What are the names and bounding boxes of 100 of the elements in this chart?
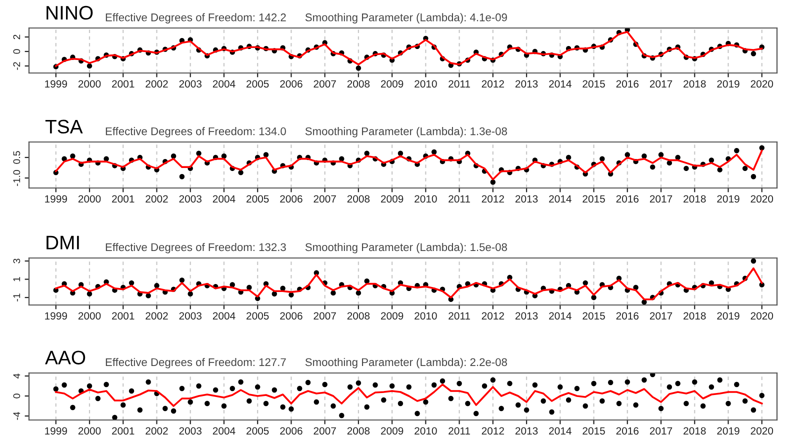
chart-subtitle: Effective Degrees of Freedom: 127.7 Smoothing Parameter (Lambda): 2.2e-08	[106, 358, 507, 368]
x-tick-label: 2001	[112, 195, 134, 203]
x-tick-label: 2016	[616, 195, 639, 203]
x-tick-label: 2013	[515, 427, 538, 435]
x-tick-label: 2006	[280, 427, 302, 435]
x-tick-label: 2005	[246, 195, 269, 203]
x-tick-label: 2002	[146, 195, 168, 203]
x-tick-label: 2019	[717, 427, 740, 435]
x-tick-label: 2001	[112, 427, 134, 435]
x-tick-label: 2011	[448, 312, 470, 320]
x-tick-label: 2020	[750, 312, 774, 320]
y-tick-label: -1.0	[13, 170, 20, 186]
x-tick-label: 2018	[684, 195, 706, 203]
x-tick-label: 2016	[616, 80, 639, 88]
x-tick-label: 2010	[414, 80, 437, 88]
x-tick-label: 2001	[112, 312, 134, 320]
x-tick-label: 2020	[750, 427, 774, 435]
x-tick-label: 2004	[212, 312, 236, 320]
x-tick-label: 2002	[146, 427, 168, 435]
x-tick-label: 2004	[212, 195, 236, 203]
x-tick-label: 2015	[582, 195, 605, 203]
x-tick-label: 2015	[582, 427, 605, 435]
x-tick-label: 2003	[179, 427, 202, 435]
y-tick-label: 4	[13, 374, 20, 378]
x-tick-label: 2000	[78, 195, 101, 203]
y-tick-label: 1	[13, 277, 20, 282]
x-tick-label: 2010	[414, 427, 437, 435]
x-tick-label: 2014	[549, 427, 572, 435]
y-tick-label: -4	[13, 412, 20, 420]
x-tick-label: 2017	[650, 195, 672, 203]
x-tick-label: 2001	[112, 80, 134, 88]
x-tick-label: 2002	[146, 312, 168, 320]
x-tick-label: 2012	[482, 80, 504, 88]
x-tick-label: 2010	[414, 312, 437, 320]
x-tick-label: 1999	[45, 427, 67, 435]
chart-subtitle: Effective Degrees of Freedom: 132.3 Smoothing Parameter (Lambda): 1.5e-08	[106, 242, 507, 254]
x-tick-label: 2007	[314, 427, 336, 435]
x-tick-label: 2000	[78, 427, 101, 435]
x-tick-label: 2018	[684, 427, 706, 435]
x-tick-label: 2009	[381, 427, 404, 435]
x-tick-label: 2019	[717, 312, 740, 320]
chart-title: NINO	[46, 6, 93, 20]
x-tick-label: 2009	[381, 195, 404, 203]
x-tick-label: 2003	[179, 195, 202, 203]
x-tick-label: 2008	[347, 80, 370, 88]
x-tick-label: 2018	[684, 80, 706, 88]
y-tick-label: -2	[13, 62, 20, 70]
x-tick-label: 2013	[515, 80, 538, 88]
x-tick-label: 2006	[280, 80, 302, 88]
y-tick-label: 2	[13, 34, 20, 40]
y-tick-label: -1	[13, 294, 20, 302]
x-tick-label: 2000	[78, 312, 101, 320]
y-tick-label: 3	[13, 258, 20, 264]
x-tick-label: 2008	[347, 312, 370, 320]
x-tick-label: 1999	[45, 80, 67, 88]
x-tick-label: 1999	[45, 195, 67, 203]
x-tick-label: 2007	[314, 195, 336, 203]
y-tick-label: 0.5	[13, 151, 20, 164]
x-tick-label: 2006	[280, 195, 302, 203]
x-tick-label: 2011	[448, 80, 470, 88]
x-tick-label: 2010	[414, 195, 437, 203]
x-tick-label: 2014	[549, 312, 572, 320]
x-tick-label: 2020	[750, 80, 774, 88]
x-tick-label: 2015	[582, 80, 605, 88]
x-tick-label: 2004	[212, 80, 236, 88]
x-tick-label: 2014	[549, 195, 572, 203]
x-tick-label: 2017	[650, 427, 672, 435]
x-tick-label: 2007	[314, 312, 336, 320]
x-tick-label: 2003	[179, 312, 202, 320]
x-tick-label: 2008	[347, 195, 370, 203]
x-tick-label: 2009	[381, 80, 404, 88]
x-tick-label: 2005	[246, 427, 269, 435]
x-tick-label: 2002	[146, 80, 168, 88]
x-tick-label: 2017	[650, 80, 672, 88]
x-tick-label: 2016	[616, 427, 639, 435]
x-tick-label: 2000	[78, 80, 101, 88]
x-tick-label: 2011	[448, 195, 470, 203]
x-tick-label: 2003	[179, 80, 202, 88]
x-tick-label: 2012	[482, 312, 504, 320]
x-tick-label: 2008	[347, 427, 370, 435]
x-tick-label: 2005	[246, 312, 269, 320]
x-tick-label: 2007	[314, 80, 336, 88]
chart-title: TSA	[45, 120, 83, 134]
x-tick-label: 2013	[515, 195, 538, 203]
x-tick-label: 2013	[515, 312, 538, 320]
x-tick-label: 2009	[381, 312, 404, 320]
x-tick-label: 2019	[717, 195, 740, 203]
x-tick-label: 2006	[280, 312, 302, 320]
chart-title: DMI	[46, 236, 79, 250]
x-tick-label: 2015	[582, 312, 605, 320]
chart-subtitle: Effective Degrees of Freedom: 142.2 Smoothing Parameter (Lambda): 4.1e-09	[106, 13, 507, 24]
x-tick-label: 2012	[482, 195, 504, 203]
x-tick-label: 2018	[684, 312, 706, 320]
x-tick-label: 2012	[482, 427, 504, 435]
chart-subtitle: Effective Degrees of Freedom: 134.0 Smoothing Parameter (Lambda): 1.3e-08	[106, 127, 507, 138]
x-tick-label: 2005	[246, 80, 269, 88]
x-tick-label: 2014	[549, 80, 572, 88]
x-tick-label: 2016	[616, 312, 639, 320]
x-tick-label: 2017	[650, 312, 672, 320]
x-tick-label: 2004	[212, 427, 236, 435]
